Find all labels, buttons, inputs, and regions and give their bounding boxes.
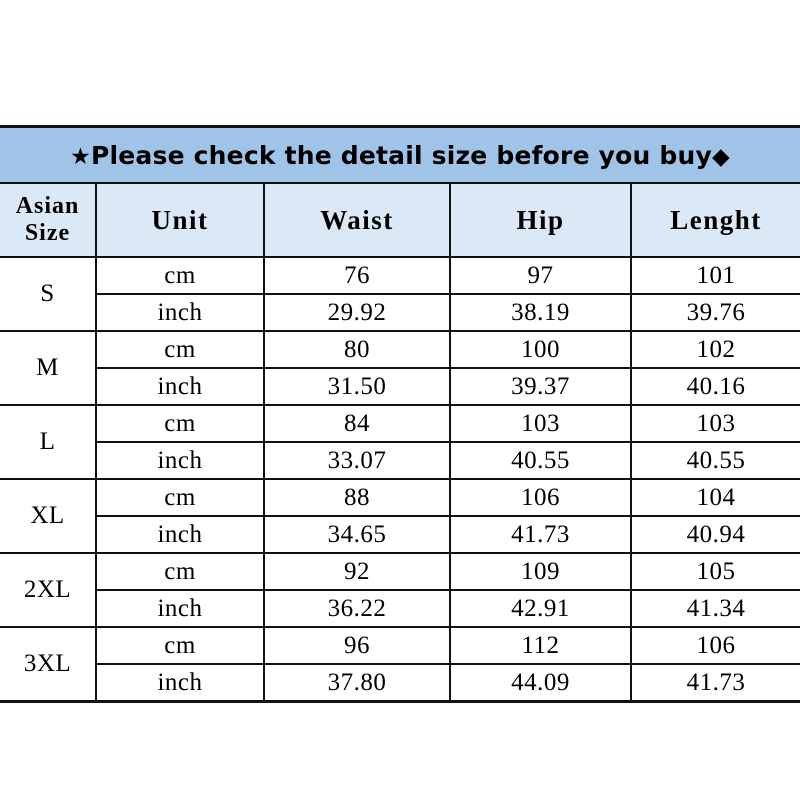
star-icon: ★: [70, 143, 91, 170]
unit-label: cm: [95, 256, 265, 295]
length-value: 101: [629, 256, 800, 295]
hip-value: 97: [449, 256, 632, 295]
table-row: inch 37.80 44.09 41.73: [0, 663, 800, 703]
length-value: 103: [629, 404, 800, 443]
table-row: 3XL cm 96 112 106: [0, 626, 800, 703]
table-row: inch 33.07 40.55 40.55: [0, 441, 800, 480]
asian-size-line-1: Asian: [15, 193, 80, 220]
hip-value: 40.55: [449, 441, 632, 480]
column-header-length: Lenght: [629, 182, 800, 258]
hip-value: 44.09: [449, 663, 632, 703]
table-row: L cm 84 103 103: [0, 404, 800, 480]
banner-text: Please check the detail size before you …: [90, 140, 712, 170]
length-value: 40.94: [629, 515, 800, 554]
waist-value: 36.22: [263, 589, 451, 628]
unit-label: cm: [95, 478, 265, 517]
size-label: L: [0, 404, 97, 480]
length-value: 41.34: [629, 589, 800, 628]
hip-value: 38.19: [449, 293, 632, 332]
size-label: XL: [0, 478, 97, 554]
table-row: M cm 80 100 102: [0, 330, 800, 406]
length-value: 40.16: [629, 367, 800, 406]
length-value: 104: [629, 478, 800, 517]
waist-value: 84: [263, 404, 451, 443]
table-row: inch 36.22 42.91 41.34: [0, 589, 800, 628]
size-chart-container: ★Please check the detail size before you…: [0, 125, 800, 703]
unit-label: cm: [95, 330, 265, 369]
waist-value: 34.65: [263, 515, 451, 554]
unit-label: cm: [95, 404, 265, 443]
waist-value: 33.07: [263, 441, 451, 480]
waist-value: 88: [263, 478, 451, 517]
length-value: 41.73: [629, 663, 800, 703]
waist-value: 29.92: [263, 293, 451, 332]
size-label: 3XL: [0, 626, 97, 703]
waist-value: 76: [263, 256, 451, 295]
waist-value: 96: [263, 626, 451, 665]
waist-value: 37.80: [263, 663, 451, 703]
unit-label: inch: [96, 663, 265, 703]
column-header-hip: Hip: [449, 182, 632, 258]
size-chart-table: ★Please check the detail size before you…: [0, 125, 800, 703]
column-header-waist: Waist: [263, 182, 451, 258]
unit-label: inch: [96, 367, 265, 406]
waist-value: 80: [263, 330, 451, 369]
unit-label: cm: [95, 626, 265, 665]
table-header-row: Asian Size Unit Waist Hip Lenght: [0, 182, 800, 258]
hip-value: 106: [449, 478, 632, 517]
hip-value: 112: [449, 626, 632, 665]
banner-row: ★Please check the detail size before you…: [0, 125, 800, 184]
table-row: inch 29.92 38.19 39.76: [0, 293, 800, 332]
hip-value: 103: [449, 404, 632, 443]
column-header-unit: Unit: [95, 182, 265, 258]
hip-value: 41.73: [449, 515, 632, 554]
banner-cell: ★Please check the detail size before you…: [0, 125, 800, 184]
length-value: 105: [629, 552, 800, 591]
waist-value: 92: [263, 552, 451, 591]
unit-label: inch: [96, 515, 265, 554]
table-row: 2XL cm 92 109 105: [0, 552, 800, 628]
waist-value: 31.50: [263, 367, 451, 406]
hip-value: 109: [449, 552, 632, 591]
banner-line: ★Please check the detail size before you…: [70, 141, 730, 170]
unit-label: inch: [96, 589, 265, 628]
table-row: inch 31.50 39.37 40.16: [0, 367, 800, 406]
size-label: S: [0, 256, 97, 332]
hip-value: 42.91: [449, 589, 632, 628]
length-value: 40.55: [629, 441, 800, 480]
table-row: XL cm 88 106 104: [0, 478, 800, 554]
unit-label: inch: [96, 293, 265, 332]
hip-value: 39.37: [449, 367, 632, 406]
unit-label: cm: [95, 552, 265, 591]
hip-value: 100: [449, 330, 632, 369]
diamond-icon: ◆: [712, 143, 730, 170]
length-value: 102: [629, 330, 800, 369]
length-value: 106: [629, 626, 800, 665]
size-label: M: [0, 330, 97, 406]
asian-size-line-2: Size: [24, 220, 71, 246]
unit-label: inch: [96, 441, 265, 480]
table-row: S cm 76 97 101: [0, 256, 800, 332]
size-label: 2XL: [0, 552, 97, 628]
length-value: 39.76: [629, 293, 800, 332]
column-header-asian-size: Asian Size: [0, 182, 97, 258]
table-row: inch 34.65 41.73 40.94: [0, 515, 800, 554]
